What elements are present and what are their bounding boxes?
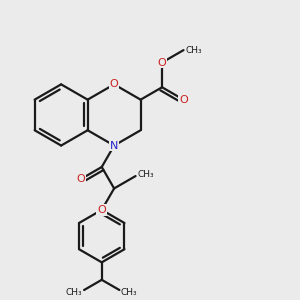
Text: CH₃: CH₃: [121, 288, 137, 297]
Text: O: O: [76, 174, 85, 184]
Text: CH₃: CH₃: [186, 46, 202, 55]
Text: CH₃: CH₃: [66, 288, 82, 297]
Text: O: O: [158, 58, 167, 68]
Text: N: N: [110, 140, 118, 151]
Text: O: O: [110, 80, 118, 89]
Text: CH₃: CH₃: [138, 170, 154, 179]
Text: O: O: [98, 205, 106, 215]
Text: O: O: [179, 95, 188, 105]
